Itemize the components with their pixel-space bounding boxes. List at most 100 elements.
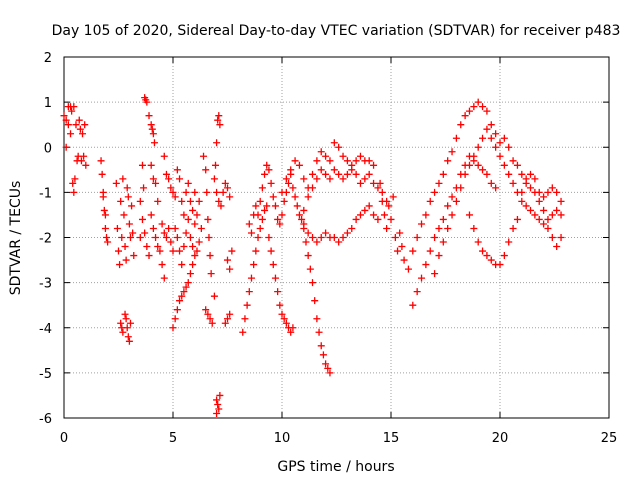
data-point [304, 229, 312, 237]
data-point [269, 261, 277, 269]
data-point [124, 193, 132, 201]
data-point [548, 211, 556, 219]
data-point [448, 193, 456, 201]
data-point [409, 247, 417, 255]
y-tick-label: 0 [44, 141, 52, 156]
y-axis-label: SDTVAR / TECUs [8, 181, 24, 296]
data-point [171, 315, 179, 323]
data-point [136, 234, 144, 241]
y-tick-label: -2 [39, 232, 52, 247]
data-point [154, 243, 162, 251]
data-point [500, 252, 508, 260]
data-point [180, 243, 188, 251]
y-tick-label: 2 [44, 51, 52, 66]
data-point [269, 193, 277, 201]
data-point [136, 197, 144, 205]
data-point [435, 179, 443, 187]
data-point [271, 202, 279, 210]
data-point [167, 184, 175, 192]
data-point [483, 107, 491, 115]
data-point [217, 202, 225, 210]
data-point [483, 252, 491, 260]
data-point [370, 211, 378, 219]
data-point [120, 211, 128, 219]
data-point [474, 238, 482, 246]
data-point [317, 166, 325, 174]
data-point [418, 274, 426, 282]
data-point [352, 157, 360, 165]
data-point [313, 175, 321, 183]
data-point [125, 220, 133, 228]
data-point [289, 324, 297, 332]
data-point [71, 175, 79, 183]
data-point [98, 170, 106, 178]
data-point [361, 175, 369, 183]
data-point [117, 319, 125, 327]
data-point [191, 220, 199, 228]
data-point [176, 247, 184, 255]
data-point [479, 166, 487, 174]
data-point [330, 139, 338, 147]
data-point [380, 211, 388, 219]
data-point [186, 197, 194, 205]
data-point [121, 243, 129, 251]
data-point [208, 319, 216, 327]
data-point [226, 310, 234, 318]
data-point [439, 170, 447, 178]
data-point [400, 256, 408, 264]
data-point [500, 161, 508, 169]
y-tick-label: -4 [39, 322, 52, 337]
data-point [527, 184, 535, 192]
y-tick-label: -6 [39, 412, 52, 427]
data-point [444, 157, 452, 165]
data-point [228, 247, 236, 255]
data-point [553, 243, 561, 251]
data-point [298, 215, 306, 223]
data-point [385, 202, 393, 210]
data-point [182, 283, 190, 291]
data-point [215, 112, 223, 120]
data-point [311, 297, 319, 305]
data-point [126, 319, 134, 327]
data-point [465, 211, 473, 219]
data-point [173, 234, 181, 241]
data-point [70, 188, 78, 196]
data-point [256, 224, 264, 232]
data-point [213, 139, 221, 147]
data-point [322, 229, 330, 237]
data-point [339, 234, 347, 241]
data-point [158, 220, 166, 228]
data-point [169, 324, 177, 332]
data-points [60, 94, 565, 417]
data-point [123, 324, 131, 332]
data-point [184, 279, 192, 287]
data-point [193, 247, 201, 255]
data-point [189, 261, 197, 269]
data-point [343, 170, 351, 178]
data-point [82, 161, 90, 169]
data-point [204, 215, 212, 223]
data-point [435, 252, 443, 260]
axis-ticks: 0 5 10 15 20 25 -6 -5 -4 -3 -2 -1 0 1 2 [39, 51, 617, 446]
data-point [487, 121, 495, 129]
data-point [184, 179, 192, 187]
data-point [125, 337, 133, 345]
data-point [119, 175, 127, 183]
data-point [309, 170, 317, 178]
data-point [148, 125, 156, 133]
data-point [126, 234, 134, 241]
data-point [527, 170, 535, 178]
data-point [553, 188, 561, 196]
data-point [112, 179, 120, 187]
data-point [162, 234, 170, 241]
data-point [165, 175, 173, 183]
data-point [300, 224, 308, 232]
data-point [287, 328, 295, 336]
data-point [226, 265, 234, 273]
data-point [398, 243, 406, 251]
data-point [258, 184, 266, 192]
data-point [548, 184, 556, 192]
data-point [62, 116, 70, 124]
data-point [180, 211, 188, 219]
data-point [413, 234, 421, 241]
